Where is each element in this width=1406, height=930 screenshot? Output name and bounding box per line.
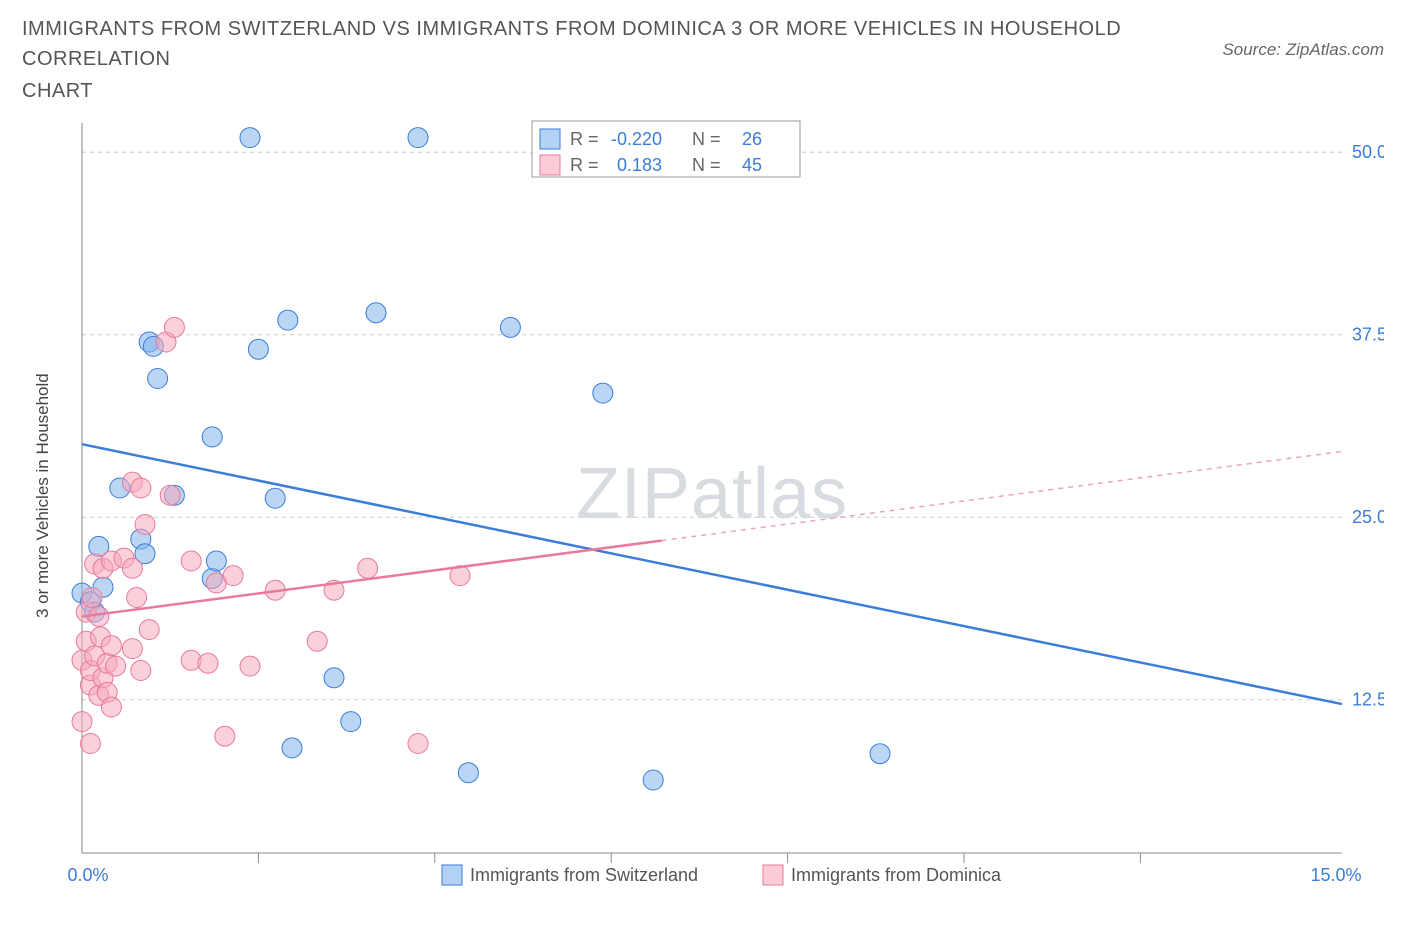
data-point <box>139 620 159 640</box>
y-tick-label: 50.0% <box>1352 142 1384 162</box>
data-point <box>265 488 285 508</box>
data-point <box>408 128 428 148</box>
data-point <box>131 478 151 498</box>
data-point <box>223 566 243 586</box>
data-point <box>181 551 201 571</box>
watermark: ZIPatlas <box>576 454 848 534</box>
data-point <box>278 310 298 330</box>
data-point <box>282 738 302 758</box>
data-point <box>593 383 613 403</box>
source-label: Source: ZipAtlas.com <box>1222 14 1384 60</box>
data-point <box>206 551 226 571</box>
chart-container: 12.5% 25.0% 37.5% 50.0% 0.0% 15.0% 3 or more V… <box>22 113 1384 913</box>
legend-series-label: Immigrants from Dominica <box>791 865 1002 885</box>
legend-n-value: 26 <box>742 129 762 149</box>
data-point <box>240 656 260 676</box>
legend-n-label: N = <box>692 129 721 149</box>
data-point <box>106 656 126 676</box>
data-point <box>458 763 478 783</box>
data-point <box>240 128 260 148</box>
y-tick-label: 25.0% <box>1352 507 1384 527</box>
data-point <box>164 317 184 337</box>
data-point <box>643 770 663 790</box>
legend-r-label: R = <box>570 155 599 175</box>
legend-r-value: -0.220 <box>611 129 662 149</box>
data-point <box>366 303 386 323</box>
data-point <box>341 712 361 732</box>
y-axis-title: 3 or more Vehicles in Household <box>33 373 52 618</box>
data-point <box>358 558 378 578</box>
data-point <box>127 588 147 608</box>
data-point <box>500 317 520 337</box>
data-point <box>82 588 102 608</box>
data-point <box>80 734 100 754</box>
legend-r-value: 0.183 <box>617 155 662 175</box>
y-tick-label: 37.5% <box>1352 325 1384 345</box>
legend-swatch <box>763 865 783 885</box>
x-tick-label: 0.0% <box>67 865 108 885</box>
legend-swatch <box>540 155 560 175</box>
legend-n-value: 45 <box>742 155 762 175</box>
data-point <box>215 726 235 746</box>
legend-swatch <box>442 865 462 885</box>
data-point <box>408 734 428 754</box>
chart-title: IMMIGRANTS FROM SWITZERLAND VS IMMIGRANT… <box>22 14 1122 74</box>
chart-subtitle: CHART <box>0 74 1406 103</box>
legend-series-label: Immigrants from Switzerland <box>470 865 698 885</box>
legend-r-label: R = <box>570 129 599 149</box>
y-tick-label: 12.5% <box>1352 690 1384 710</box>
data-point <box>101 697 121 717</box>
data-point <box>248 339 268 359</box>
data-point <box>307 631 327 651</box>
data-point <box>72 712 92 732</box>
data-point <box>870 744 890 764</box>
legend-n-label: N = <box>692 155 721 175</box>
data-point <box>135 515 155 535</box>
x-tick-label: 15.0% <box>1310 865 1361 885</box>
data-point <box>160 485 180 505</box>
data-point <box>89 606 109 626</box>
legend-swatch <box>540 129 560 149</box>
data-point <box>131 661 151 681</box>
data-point <box>202 427 222 447</box>
scatter-chart: 12.5% 25.0% 37.5% 50.0% 0.0% 15.0% 3 or more V… <box>22 113 1384 913</box>
data-point <box>122 558 142 578</box>
trend-line <box>82 541 662 617</box>
data-point <box>122 639 142 659</box>
data-point <box>198 653 218 673</box>
data-point <box>324 668 344 688</box>
data-point <box>101 636 121 656</box>
data-point <box>148 369 168 389</box>
